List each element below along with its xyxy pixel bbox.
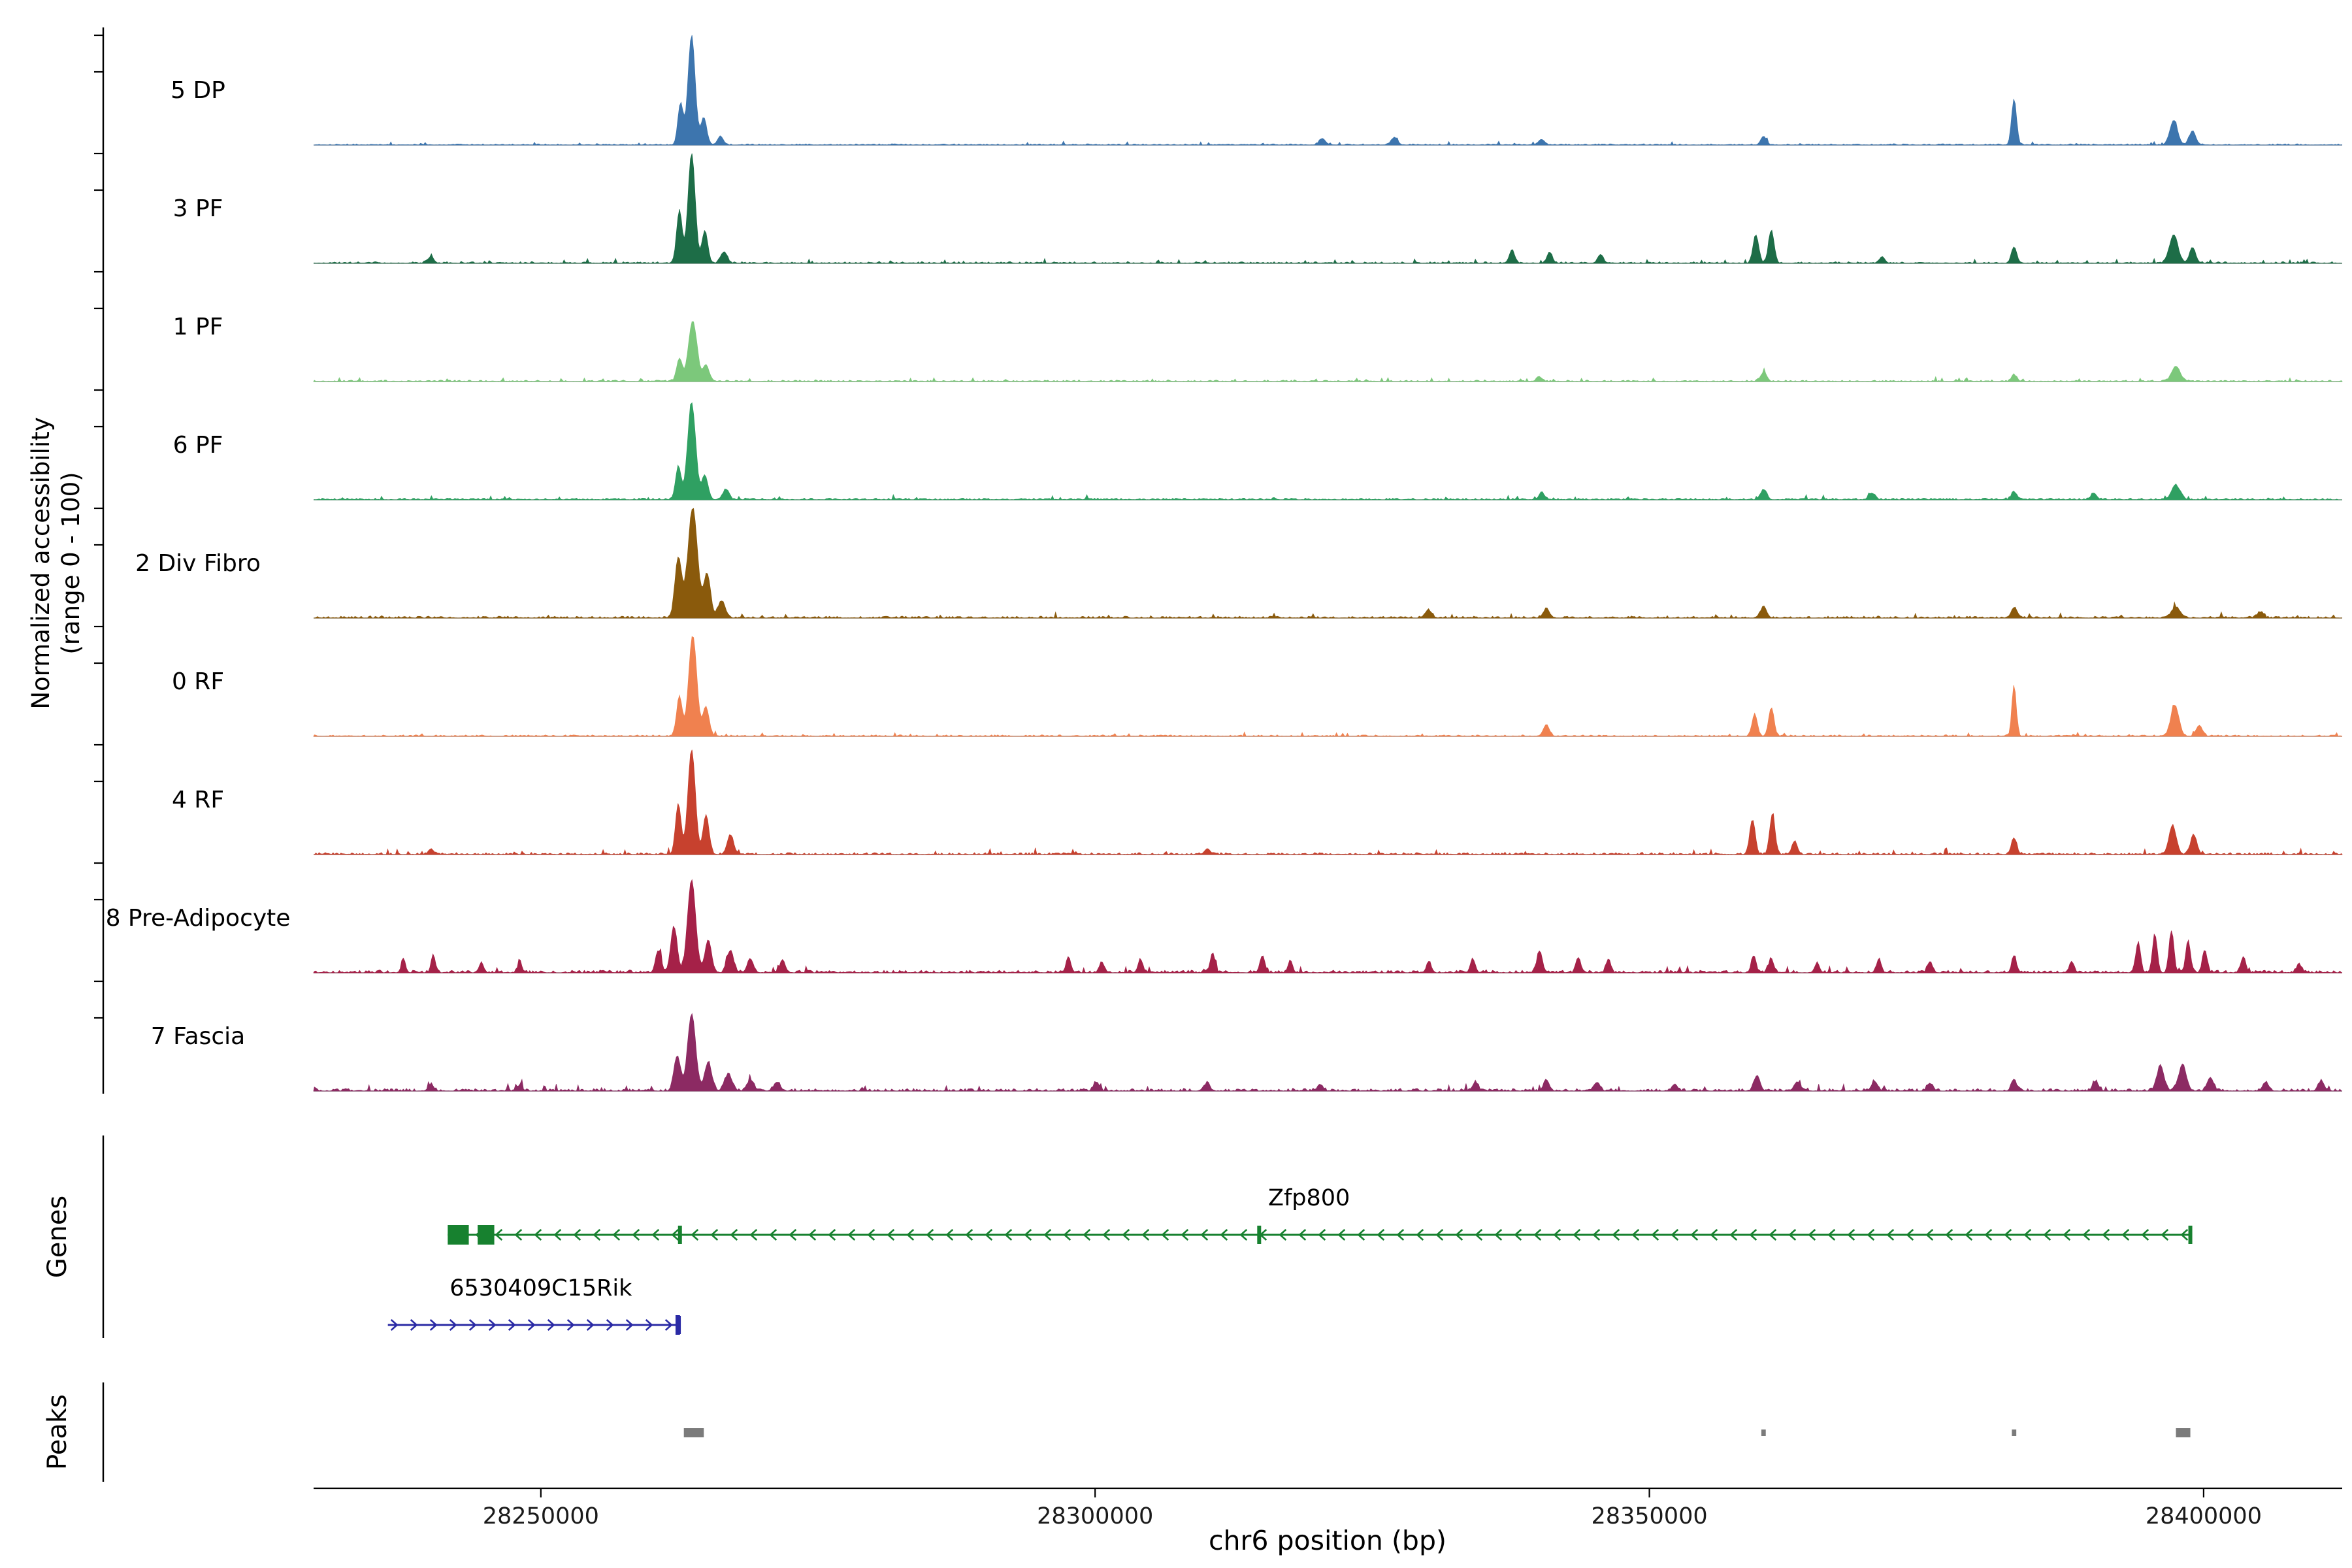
coverage-area <box>313 636 2343 737</box>
track-label: 0 RF <box>172 668 224 695</box>
peak-interval <box>2176 1428 2191 1437</box>
track-8-pre-adipocyte: 8 Pre-Adipocyte <box>106 879 2343 973</box>
peak-interval <box>683 1428 704 1437</box>
peaks-track <box>683 1428 2191 1437</box>
track-label: 7 Fascia <box>151 1023 245 1050</box>
coverage-area <box>313 321 2343 382</box>
coverage-area <box>314 35 2343 146</box>
track-label: 4 RF <box>172 787 224 813</box>
coverage-area <box>313 879 2343 973</box>
peaks-section-label: Peaks <box>42 1394 73 1470</box>
x-axis-title: chr6 position (bp) <box>1209 1525 1446 1556</box>
gene-exon <box>478 1225 495 1245</box>
gene-zfp800: Zfp800 <box>448 1185 2193 1245</box>
gene-exon <box>448 1225 469 1245</box>
track-3-pf: 3 PF <box>173 153 2342 264</box>
y-axis-label: Normalized accessibility (range 0 - 100) <box>26 417 86 709</box>
gene-exon-tick <box>677 1316 681 1334</box>
gene-exon-tick <box>1257 1226 1262 1244</box>
track-5-dp: 5 DP <box>171 35 2343 146</box>
coverage-area <box>313 749 2343 855</box>
coverage-area <box>313 153 2342 264</box>
gene-label: 6530409C15Rik <box>449 1275 632 1301</box>
track-label: 3 PF <box>173 195 223 222</box>
x-tick-label: 28250000 <box>483 1503 599 1529</box>
track-4-rf: 4 RF <box>172 749 2343 855</box>
x-tick-label: 28350000 <box>1591 1503 1707 1529</box>
coverage-area <box>313 1013 2343 1092</box>
x-axis: 28250000 28300000 28350000 28400000 <box>314 1487 2342 1529</box>
track-6-pf: 6 PF <box>173 402 2342 500</box>
strand-arrow-icons <box>390 1319 673 1331</box>
y-axis-label-line2: (range 0 - 100) <box>57 472 85 655</box>
track-1-pf: 1 PF <box>173 314 2343 382</box>
peak-interval <box>2012 1429 2017 1436</box>
track-label: 5 DP <box>171 77 225 104</box>
x-tick-label: 28400000 <box>2146 1503 2262 1529</box>
track-0-rf: 0 RF <box>172 636 2343 737</box>
coverage-area <box>314 508 2343 619</box>
track-label: 2 Div Fibro <box>135 550 261 577</box>
gene-exon-tick <box>678 1226 682 1244</box>
gene-6530409c15rik: 6530409C15Rik <box>387 1275 681 1335</box>
genes-section-label: Genes <box>42 1195 73 1279</box>
y-axis-label-line1: Normalized accessibility <box>27 417 55 710</box>
track-label: 6 PF <box>173 432 223 459</box>
gene-label: Zfp800 <box>1268 1185 1350 1211</box>
track-label: 1 PF <box>173 314 223 340</box>
coverage-area <box>313 402 2342 500</box>
gene-exon-tick <box>2188 1226 2193 1244</box>
track-2-div-fibro: 2 Div Fibro <box>135 508 2343 619</box>
peak-interval <box>1761 1429 1766 1436</box>
track-7-fascia: 7 Fascia <box>151 1013 2343 1092</box>
x-tick-label: 28300000 <box>1037 1503 1153 1529</box>
track-label: 8 Pre-Adipocyte <box>106 905 291 932</box>
